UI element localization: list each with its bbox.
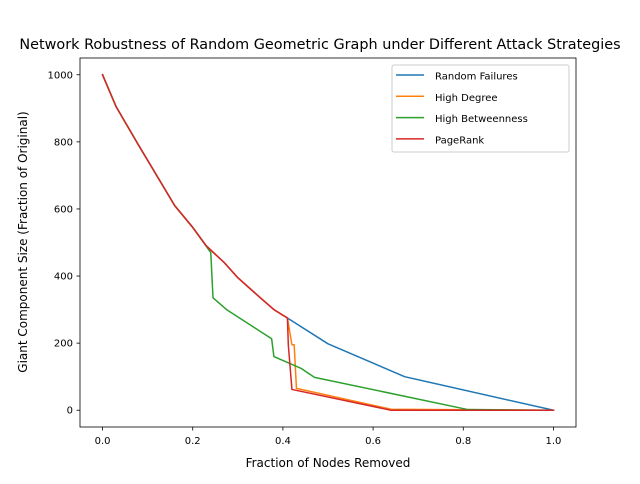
y-tick-label: 200 <box>54 339 73 350</box>
legend-label-1: High Degree <box>435 93 498 104</box>
legend-box <box>391 64 570 153</box>
x-axis: 0.0 0.2 0.4 0.6 0.8 1.0 <box>95 427 562 447</box>
y-tick-label: 600 <box>54 204 73 215</box>
legend-label-2: High Betweenness <box>435 114 528 125</box>
series-layer <box>101 73 555 412</box>
legend-label-0: Random Failures <box>435 72 518 83</box>
x-tick-label: 0.2 <box>185 436 201 447</box>
x-tick-label: 0.0 <box>95 436 111 447</box>
x-axis-label: Fraction of Nodes Removed <box>246 456 411 470</box>
plot-frame <box>79 57 577 428</box>
y-tick-label: 400 <box>54 272 73 283</box>
x-tick-label: 1.0 <box>546 436 562 447</box>
legend-label-3: PageRank <box>435 135 484 146</box>
x-tick-label: 0.8 <box>455 436 471 447</box>
y-tick-label: 800 <box>54 137 73 148</box>
x-tick-label: 0.6 <box>365 436 381 447</box>
y-axis: 0 200 400 600 800 1000 <box>48 70 80 417</box>
x-tick-label: 0.4 <box>275 436 291 447</box>
chart-title: Network Robustness of Random Geometric G… <box>19 37 620 53</box>
legend: Random Failures High Degree High Betweenne… <box>391 64 570 153</box>
y-tick-label: 0 <box>67 406 73 417</box>
series-line-3 <box>101 73 555 411</box>
y-tick-label: 1000 <box>48 70 73 81</box>
y-axis-label: Giant Component Size (Fraction of Origin… <box>16 111 30 372</box>
